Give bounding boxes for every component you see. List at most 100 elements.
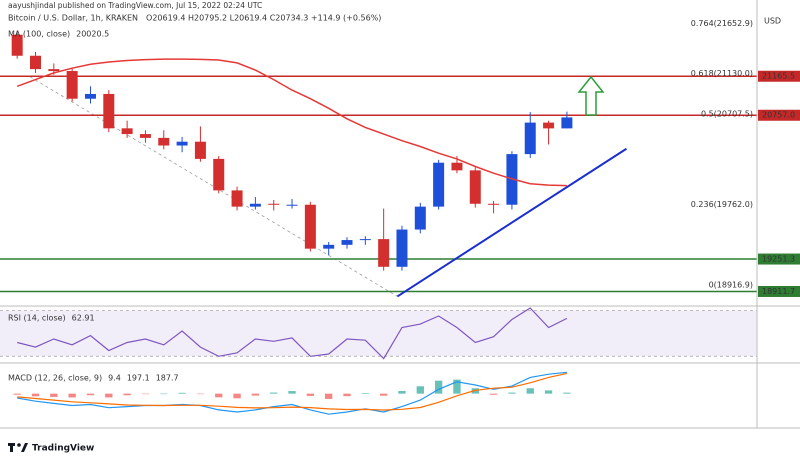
candle-body [433,162,445,207]
histogram-bar [361,393,369,394]
candle-body [231,190,243,207]
histogram-bar [123,393,131,396]
candle-body [103,93,115,129]
candle-body [469,170,481,204]
histogram-bar [160,393,168,395]
fib-label: 0.764(21652.9) [691,19,753,28]
histogram-bar [13,393,21,395]
ma-legend-name: MA (100, close) [8,30,70,39]
rsi-line [17,307,568,360]
candle-body [378,239,390,267]
footer-logo [8,443,28,452]
moving-average [16,58,567,187]
currency: USD [764,17,781,26]
histogram-bar [251,393,260,396]
histogram-bar [141,393,150,395]
histogram-bar [215,393,223,398]
histogram-bar [178,392,186,394]
price-level-box [758,70,800,82]
price-level-label: 21165.5 [762,72,795,81]
fib-label: 0.236(19762.0) [691,200,753,209]
histogram-bar [434,380,443,394]
candle-body [323,244,335,249]
candle-body [341,240,353,245]
histogram-bar [288,391,296,394]
price-level-box [758,109,800,121]
price-level-box [758,253,800,265]
price-level-label: 19251.3 [762,255,795,264]
fib-label: 0.618(21130.0) [691,69,753,78]
histogram-bar [86,393,95,396]
histogram-bar [508,392,516,394]
candle-body [158,137,170,146]
macd-title: MACD (12, 26, close, 9) [8,374,102,383]
histogram-bar [416,386,424,394]
fib-label: 0.5(20707.5) [701,109,753,118]
histogram-bar [270,392,278,394]
histogram-bar [489,393,498,395]
histogram-bar [453,379,461,394]
candle-body [30,55,41,70]
candle-body [121,128,133,135]
price-level-label: 18911.7 [762,287,795,296]
price-level-box [758,285,800,297]
histogram-bar [526,388,534,394]
histogram-bar [196,393,205,395]
histogram-value: 9.4 [108,374,121,383]
candle-body [304,204,316,249]
histogram-bar [544,390,553,394]
ma-legend-value: 20020.5 [76,30,109,39]
candle-body [268,203,280,205]
histogram-bar [343,393,351,397]
signal-value: 187.7 [156,374,179,383]
candle-body [249,203,261,207]
rsi-band [0,310,757,357]
candle-body [139,134,151,138]
candle-body [451,162,463,171]
fib-label: 0(18916.9) [709,280,753,289]
price-level-label: 20757.0 [762,111,795,120]
candle-body [194,141,206,159]
candle-body [176,141,188,146]
symbol: Bitcoin / U.S. Dollar, 1h, KRAKEN [8,14,138,23]
histogram-bar [325,393,333,399]
signal-line [17,372,568,411]
trendline [396,147,627,298]
candle-body [414,206,426,230]
histogram-bar [306,393,315,396]
quote: O20619.4 H20795.2 L20619.4 C20734.3 +114… [146,14,381,23]
candle-body [48,69,60,72]
macd-line [17,371,567,415]
histogram-bar [379,393,388,396]
dashed-line [29,76,398,297]
candle-body [396,229,408,267]
macd-value: 197.1 [127,374,150,383]
footer-brand: TradingView [32,444,94,454]
candle-body [286,204,298,206]
labels-layer: 0.764(21652.9) 0.618(21130.0) 0.5(20707.5)… [8,19,800,383]
histogram-bar [68,393,76,398]
histogram-bar [233,393,241,399]
candle-body [561,117,573,129]
marks-layer [0,30,757,415]
histogram-bar [50,393,58,397]
rsi-title: RSI (14, close) [8,314,66,323]
candle-body [11,34,23,56]
rsi-value: 62.91 [72,314,95,323]
histogram-bar [105,393,113,398]
candle-body [488,203,500,205]
candle-body [359,239,371,241]
histogram-bar [563,392,571,394]
candle-body [543,122,555,129]
candle-body [524,122,536,155]
candle-body [213,158,225,191]
histogram-bar [398,390,406,394]
candle-body [66,71,78,99]
author-line: aayushjindal published on TradingView.co… [8,1,262,10]
candle-body [84,93,96,99]
histogram-bar [31,393,40,397]
up-arrow [577,75,605,116]
